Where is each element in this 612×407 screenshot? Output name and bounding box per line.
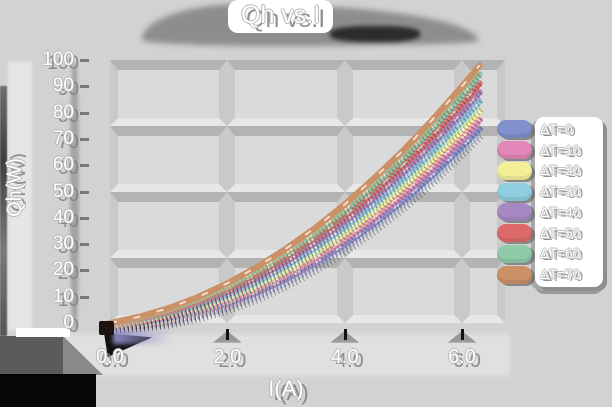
y-tick-label: 90 xyxy=(52,75,74,97)
grid-cell xyxy=(345,258,462,323)
x-tick-label: 0.0 xyxy=(96,346,124,368)
corner-highlight xyxy=(16,328,70,337)
y-tick xyxy=(80,190,89,194)
y-tick xyxy=(80,59,89,62)
grid-cell xyxy=(110,126,227,192)
legend-item: ΔT=20 xyxy=(497,161,603,181)
legend-swatch xyxy=(497,161,532,180)
legend-label: ΔT=50 xyxy=(540,225,581,241)
legend-label: ΔT=20 xyxy=(540,163,581,179)
origin-tick xyxy=(99,321,114,335)
y-tick xyxy=(80,111,89,115)
corner-shadow-black xyxy=(0,374,96,407)
legend-item: ΔT=70 xyxy=(497,265,603,285)
legend: ΔT=0 ΔT=10 ΔT=20 ΔT=30 ΔT=40 ΔT=50 ΔT=60 ΔT=70 xyxy=(497,117,603,287)
y-tick xyxy=(80,243,89,247)
legend-swatch xyxy=(497,244,532,263)
grid-cell xyxy=(462,60,505,126)
legend-label: ΔT=0 xyxy=(540,121,573,137)
legend-item: ΔT=30 xyxy=(497,182,603,202)
legend-swatch xyxy=(497,203,532,222)
chart-title: Qh vs.I xyxy=(241,1,321,29)
x-axis-label: I(A) xyxy=(268,376,304,401)
left-shadow-band xyxy=(0,86,7,336)
y-axis-label: Qh(W) xyxy=(4,158,26,217)
y-tick-label: 20 xyxy=(52,259,74,281)
grid-cell xyxy=(110,60,227,126)
grid-cell xyxy=(227,192,345,258)
grid-cell xyxy=(345,192,462,258)
legend-label: ΔT=40 xyxy=(540,204,581,220)
legend-swatch xyxy=(497,265,532,284)
legend-label: ΔT=60 xyxy=(540,246,581,262)
legend-swatch xyxy=(497,120,532,139)
x-tick xyxy=(461,329,465,340)
legend-label: ΔT=30 xyxy=(540,184,581,200)
curve-start-smear xyxy=(113,330,173,344)
legend-item: ΔT=10 xyxy=(497,140,603,160)
y-axis-halo xyxy=(8,62,32,330)
legend-item: ΔT=50 xyxy=(497,223,603,243)
legend-swatch xyxy=(497,182,532,201)
y-tick-label: 70 xyxy=(52,127,74,149)
grid-cell xyxy=(110,258,227,323)
x-tick xyxy=(226,329,230,340)
legend-item: ΔT=0 xyxy=(497,119,603,139)
x-tick-label: 4.0 xyxy=(330,346,359,368)
corner-shadow-gray xyxy=(0,336,63,375)
y-tick xyxy=(80,295,89,299)
grid-cell xyxy=(462,126,505,192)
y-tick-label: 40 xyxy=(52,206,74,228)
y-tick xyxy=(80,216,89,220)
y-tick-label: 0 xyxy=(63,312,74,333)
x-tick-label: 2.0 xyxy=(213,346,242,368)
y-tick xyxy=(80,269,89,273)
title-shadow-dark xyxy=(330,26,420,42)
y-tick-label: 10 xyxy=(52,285,74,307)
grid-cell xyxy=(110,192,227,258)
grid-cell xyxy=(227,258,345,323)
plot-left-shadow xyxy=(70,62,79,330)
y-tick-label: 60 xyxy=(52,154,74,176)
grid-cell xyxy=(227,126,345,192)
legend-swatch xyxy=(497,141,532,160)
y-tick xyxy=(80,137,89,141)
legend-item: ΔT=40 xyxy=(497,202,603,222)
grid-cell xyxy=(227,60,345,126)
legend-item: ΔT=60 xyxy=(497,244,603,264)
grid-cell xyxy=(345,126,462,192)
y-tick xyxy=(80,85,89,89)
legend-label: ΔT=70 xyxy=(540,267,581,283)
grid-cell xyxy=(345,60,462,126)
y-tick-label: 80 xyxy=(52,101,74,123)
y-tick-label: 50 xyxy=(52,180,74,202)
y-tick-label: 100 xyxy=(42,49,74,70)
legend-label: ΔT=10 xyxy=(540,142,581,158)
y-tick xyxy=(80,164,89,168)
legend-swatch xyxy=(497,224,532,243)
x-tick-label: 6.0 xyxy=(448,346,476,368)
x-tick xyxy=(343,329,347,340)
chart-title-box: Qh vs.I xyxy=(228,0,334,33)
y-tick-label: 30 xyxy=(52,233,74,255)
